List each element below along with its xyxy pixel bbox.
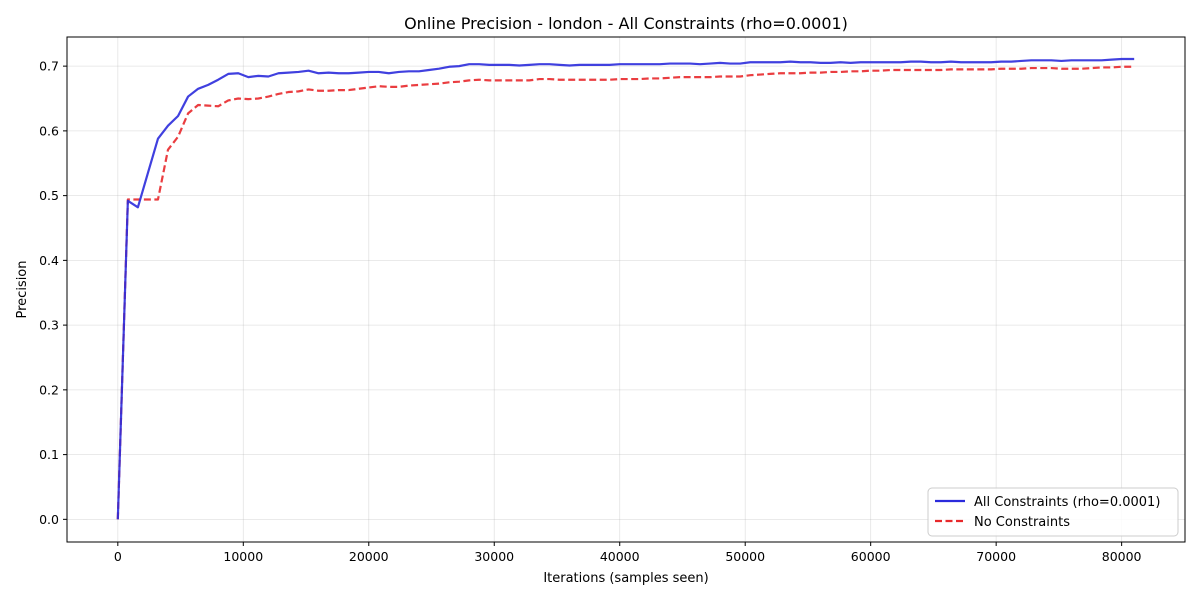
y-tick-label: 0.6	[39, 123, 59, 138]
legend-box	[927, 487, 1179, 537]
legend-label-all-constraints: All Constraints (rho=0.0001)	[974, 495, 1160, 510]
y-tick-label: 0.5	[39, 188, 59, 203]
x-tick-label: 0	[114, 549, 122, 564]
chart-title: Online Precision - london - All Constrai…	[404, 14, 848, 33]
y-tick-label: 0.3	[39, 318, 59, 333]
y-tick-label: 0.7	[39, 59, 59, 74]
y-axis-ticks: 0.0 0.1 0.2 0.3 0.4 0.5 0.6 0.7	[39, 59, 67, 527]
x-tick-label: 60000	[851, 549, 891, 564]
x-tick-label: 80000	[1102, 549, 1142, 564]
x-tick-label: 50000	[725, 549, 765, 564]
x-tick-label: 20000	[349, 549, 389, 564]
y-tick-label: 0.2	[39, 382, 59, 397]
y-tick-label: 0.0	[39, 512, 59, 527]
legend: All Constraints (rho=0.0001) No Constrai…	[927, 487, 1179, 537]
x-tick-label: 70000	[976, 549, 1016, 564]
x-tick-label: 40000	[600, 549, 640, 564]
y-tick-label: 0.1	[39, 447, 59, 462]
series-line-all-constraints	[116, 57, 1135, 520]
x-tick-label: 10000	[223, 549, 263, 564]
x-axis-label: Iterations (samples seen)	[543, 571, 708, 586]
y-axis-label: Precision	[15, 260, 30, 318]
plot-area-frame	[66, 36, 1186, 543]
series-layer	[116, 57, 1135, 520]
y-tick-label: 0.4	[39, 253, 59, 268]
legend-label-no-constraints: No Constraints	[974, 515, 1070, 530]
x-tick-label: 30000	[474, 549, 514, 564]
series-line-no-constraints	[116, 65, 1135, 520]
x-axis-ticks: 0 10000 20000 30000 40000 50000 60000 70000 8000…	[114, 542, 1142, 564]
